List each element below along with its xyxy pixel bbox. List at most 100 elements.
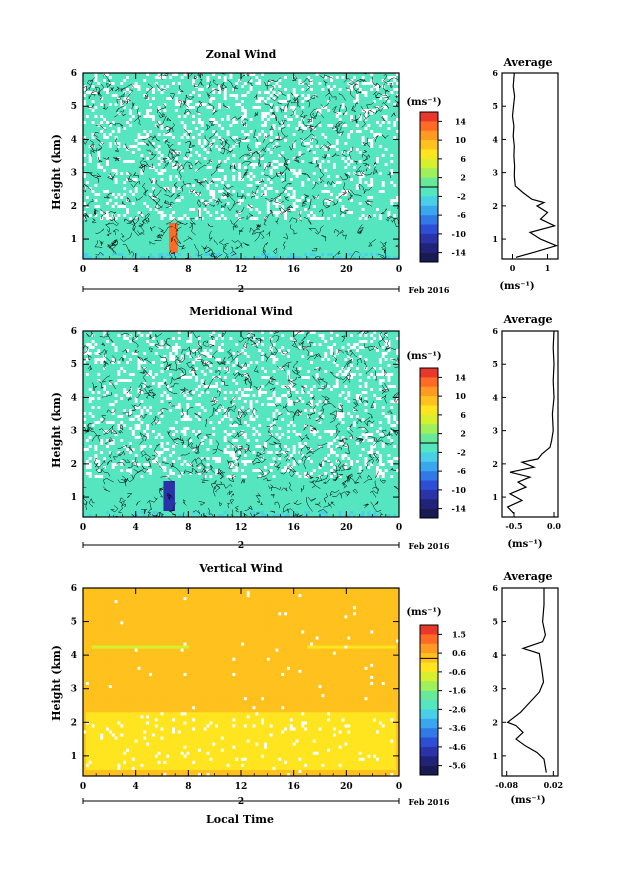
heatmap-cell xyxy=(396,160,400,164)
heatmap-cell xyxy=(321,160,325,164)
heatmap-cell xyxy=(347,109,351,113)
heatmap-cell xyxy=(358,133,363,137)
heatmap-cell xyxy=(151,85,156,89)
heatmap-cell xyxy=(327,139,331,143)
heatmap-cell xyxy=(218,163,222,167)
heatmap-cell xyxy=(97,106,101,110)
heatmap-cell xyxy=(212,166,216,170)
heatmap-cell xyxy=(220,187,225,191)
heatmap-cell xyxy=(292,166,296,170)
heatmap-cell xyxy=(376,130,380,134)
heatmap-cell xyxy=(114,202,118,206)
heatmap-cell xyxy=(88,157,93,161)
heatmap-cell xyxy=(94,145,98,149)
heatmap-cell xyxy=(212,82,216,86)
heatmap-cell xyxy=(195,145,199,149)
heatmap-cell xyxy=(195,103,199,107)
heatmap-cell xyxy=(200,160,205,164)
heatmap-cell xyxy=(338,193,342,197)
heatmap-cell xyxy=(100,133,104,137)
heatmap-cell xyxy=(292,94,296,98)
heatmap-cell xyxy=(387,109,391,113)
heatmap-cell xyxy=(309,202,314,206)
heatmap-cell xyxy=(255,181,259,185)
heatmap-cell xyxy=(195,196,199,200)
heatmap-cell xyxy=(335,163,340,167)
heatmap-cell xyxy=(258,172,262,176)
heatmap-cell xyxy=(238,82,242,86)
heatmap-cell xyxy=(376,166,380,170)
heatmap-cell xyxy=(292,136,296,140)
heatmap-cell xyxy=(226,130,230,134)
heatmap-cell xyxy=(226,175,230,179)
heatmap-cell xyxy=(384,76,388,80)
heatmap-cell xyxy=(384,106,388,110)
heatmap-cell xyxy=(103,172,107,176)
heatmap-cell xyxy=(154,118,159,122)
heatmap-cell xyxy=(114,169,118,173)
heatmap-cell xyxy=(266,118,271,122)
heatmap-cell xyxy=(278,127,282,131)
heatmap-cell xyxy=(131,76,136,80)
heatmap-cell xyxy=(252,85,256,89)
heatmap-cell xyxy=(203,160,207,164)
heatmap-cell xyxy=(384,97,388,101)
heatmap-cell xyxy=(149,103,153,107)
heatmap-cell xyxy=(189,121,193,125)
heatmap-cell xyxy=(361,121,365,125)
heatmap-cell xyxy=(376,109,380,113)
heatmap-cell xyxy=(292,157,296,161)
heatmap-cell xyxy=(384,103,388,107)
heatmap-cell xyxy=(108,97,113,101)
heatmap-cell xyxy=(266,94,271,98)
heatmap-cell xyxy=(332,145,337,149)
heatmap-cell xyxy=(353,166,357,170)
heatmap-cell xyxy=(344,196,348,200)
heatmap-cell xyxy=(169,112,173,116)
heatmap-cell xyxy=(215,160,219,164)
heatmap-cell xyxy=(220,190,225,194)
heatmap-cell xyxy=(330,148,334,152)
heatmap-cell xyxy=(330,187,334,191)
heatmap-cell xyxy=(146,139,150,143)
heatmap-cell xyxy=(134,121,138,125)
heatmap-cell xyxy=(140,136,144,140)
heatmap-cell xyxy=(384,175,388,179)
heatmap-cell xyxy=(381,100,386,104)
heatmap-cell xyxy=(281,196,285,200)
heatmap-cell xyxy=(120,148,124,152)
heatmap-cell xyxy=(108,127,113,131)
heatmap-cell xyxy=(295,133,299,137)
heatmap-cell xyxy=(157,157,161,161)
heatmap-cell xyxy=(373,115,377,119)
heatmap-cell xyxy=(324,124,328,128)
heatmap-cell xyxy=(292,169,296,173)
heatmap-cell xyxy=(266,196,271,200)
heatmap-cell xyxy=(114,199,118,203)
heatmap-cell xyxy=(203,145,207,149)
heatmap-cell xyxy=(97,112,101,116)
heatmap-cell xyxy=(307,79,311,83)
heatmap-cell xyxy=(309,181,314,185)
heatmap-cell xyxy=(235,79,239,83)
heatmap-cell xyxy=(390,157,394,161)
heatmap-cell xyxy=(149,136,153,140)
heatmap-cell xyxy=(166,190,170,194)
heatmap-cell xyxy=(180,79,184,83)
heatmap-cell xyxy=(353,115,357,119)
heatmap-cell xyxy=(223,79,228,83)
heatmap-cell xyxy=(151,154,156,158)
heatmap-cell xyxy=(131,148,136,152)
heatmap-cell xyxy=(91,166,95,170)
heatmap-cell xyxy=(393,172,397,176)
heatmap-cell xyxy=(304,202,308,206)
heatmap-cell xyxy=(292,106,296,110)
heatmap-cell xyxy=(126,184,130,188)
heatmap-cell xyxy=(367,127,371,131)
heatmap-cell xyxy=(301,100,305,104)
heatmap-cell xyxy=(318,151,322,155)
heatmap-cell xyxy=(226,190,230,194)
heatmap-cell xyxy=(281,163,285,167)
heatmap-cell xyxy=(249,109,253,113)
heatmap-cell xyxy=(378,151,383,155)
